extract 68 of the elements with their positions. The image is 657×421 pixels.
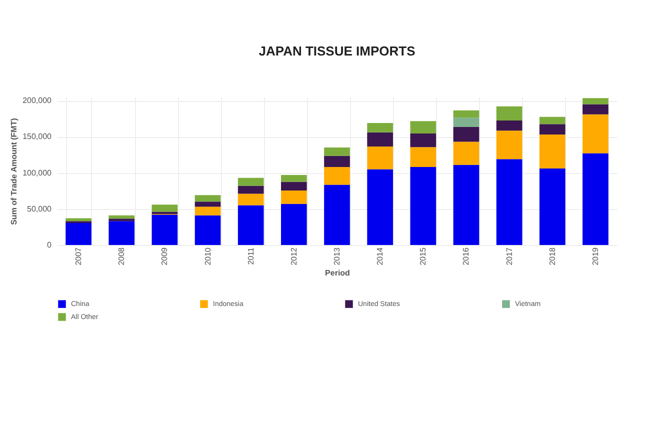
x-tick-label: 2017 <box>504 246 514 266</box>
bar <box>238 186 264 194</box>
bar <box>453 142 480 165</box>
bar <box>539 124 566 135</box>
bar <box>324 148 350 156</box>
bar <box>410 167 436 245</box>
bar <box>539 116 566 124</box>
bar <box>582 114 608 154</box>
bar <box>367 146 393 170</box>
bar <box>582 153 608 245</box>
bar <box>194 195 221 202</box>
bar <box>108 221 135 245</box>
bar <box>281 174 307 182</box>
bar <box>281 190 307 204</box>
bar <box>367 122 393 132</box>
y-tick-label: 100,000 <box>22 168 52 178</box>
bar <box>324 167 350 185</box>
bar <box>496 120 522 131</box>
bar <box>496 130 522 160</box>
bar <box>194 202 221 207</box>
x-tick-label: 2007 <box>74 246 84 266</box>
bar <box>194 215 221 245</box>
x-tick-label: 2010 <box>203 246 212 266</box>
bar <box>238 205 264 245</box>
bar <box>152 204 178 212</box>
x-tick-label: 2009 <box>160 246 170 266</box>
bar <box>410 133 436 148</box>
bar <box>66 222 92 245</box>
bar <box>453 118 480 127</box>
bar <box>496 159 522 245</box>
y-axis-title: Sum of Trade Amount (FMT) <box>10 118 19 225</box>
x-tick-label: 2016 <box>462 246 471 266</box>
chart-title: JAPAN TISSUE IMPORTS <box>258 44 416 59</box>
bar <box>453 110 480 118</box>
bar <box>324 184 350 245</box>
bar <box>367 169 393 245</box>
y-tick-label: 50,000 <box>27 204 52 214</box>
y-tick-label: 200,000 <box>22 96 52 106</box>
bar <box>238 178 264 186</box>
bar <box>194 206 221 216</box>
bar <box>410 121 436 134</box>
bar <box>453 164 480 245</box>
x-tick-label: 2008 <box>117 246 126 266</box>
x-tick-label: 2011 <box>246 246 256 265</box>
bar <box>281 182 307 190</box>
bar <box>582 98 608 104</box>
x-tick-label: 2019 <box>590 246 600 266</box>
bar <box>152 214 178 245</box>
bar <box>281 204 307 245</box>
bar <box>453 126 480 142</box>
bar <box>367 132 393 146</box>
bar <box>539 134 566 168</box>
bar <box>582 104 608 114</box>
bar <box>238 194 264 206</box>
x-axis-title: Period <box>325 268 350 278</box>
bar <box>324 156 350 168</box>
x-tick-label: 2012 <box>289 246 298 266</box>
x-tick-label: 2018 <box>548 246 557 266</box>
x-tick-label: 2013 <box>332 246 342 266</box>
bar <box>539 168 566 245</box>
bar <box>496 106 522 120</box>
y-tick-label: 0 <box>47 240 52 250</box>
bar <box>410 147 436 168</box>
x-tick-label: 2014 <box>376 246 385 266</box>
y-tick-label: 150,000 <box>22 132 52 142</box>
bar <box>108 218 135 222</box>
bar <box>108 215 135 219</box>
x-tick-label: 2015 <box>418 246 428 266</box>
